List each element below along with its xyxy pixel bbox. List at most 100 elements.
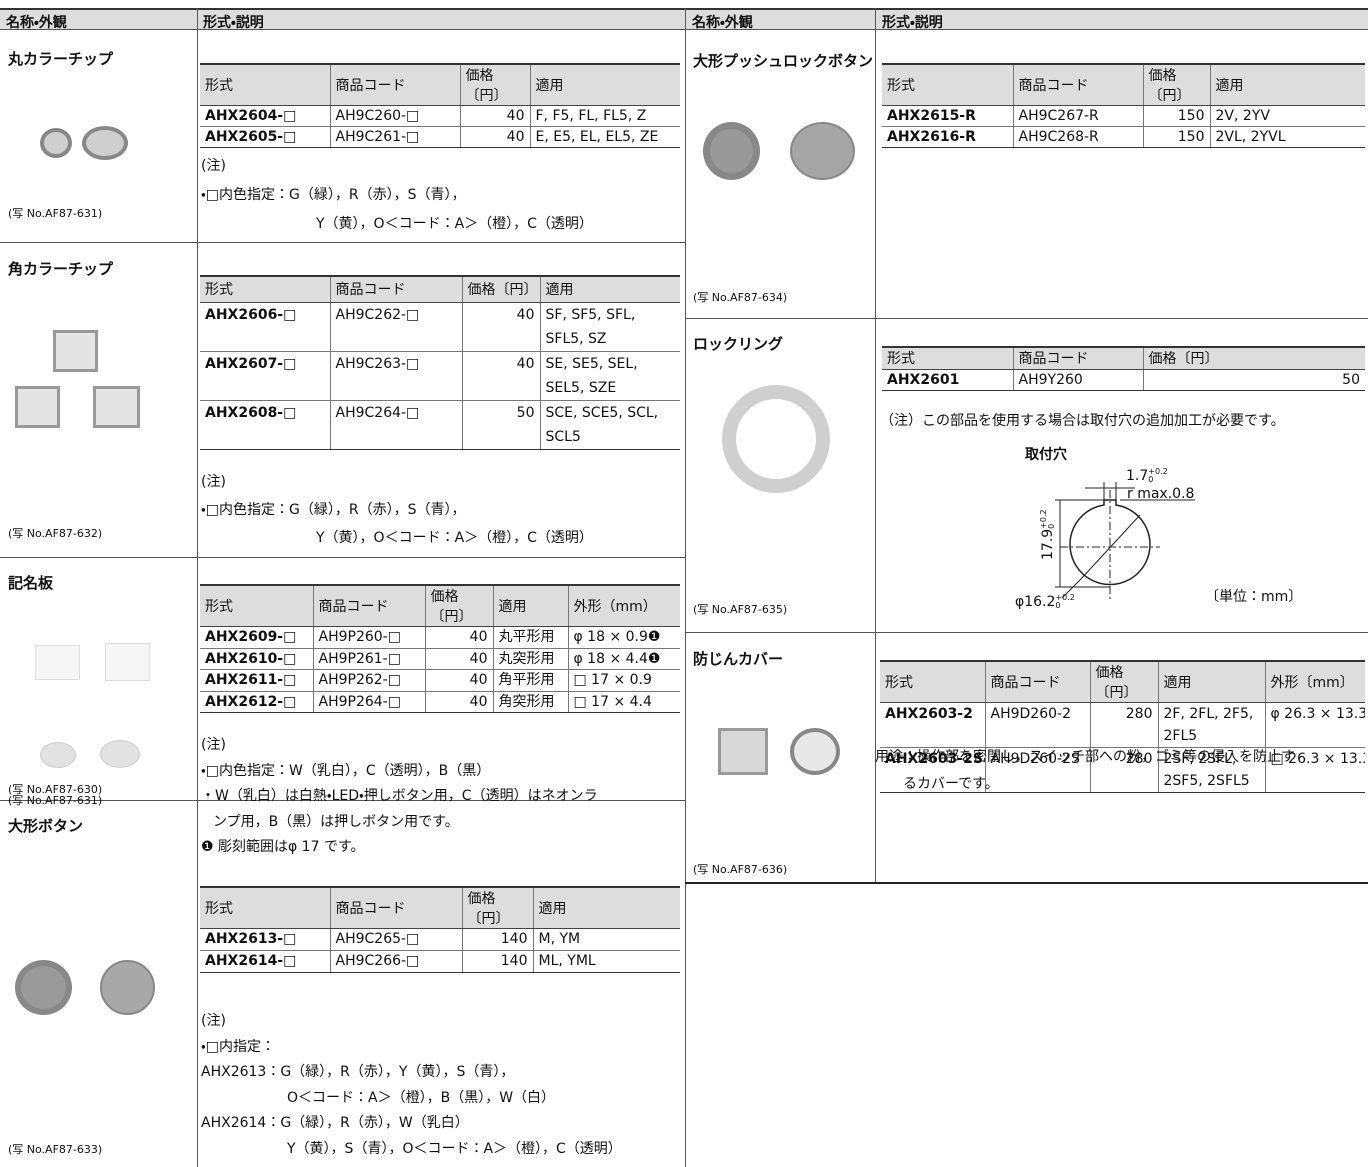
table-cell: AH9C265-□ xyxy=(329,928,462,951)
table-row: AHX2613-□ AH9C265-□ 140 M, YM xyxy=(200,928,680,951)
cell-line: SFL5, SZ xyxy=(545,330,607,347)
header-row: 形式 商品コード 価格〔円〕 xyxy=(882,346,1365,370)
drawing xyxy=(1055,482,1195,600)
table-cell: AHX2604-□ xyxy=(200,105,330,127)
column-header: 形式 xyxy=(200,584,313,627)
column-header: 商品コード xyxy=(329,275,462,303)
table-cell: 丸平形用 xyxy=(492,626,568,649)
table-cell: 40 xyxy=(424,626,493,649)
note-line: ・□内色指定：G（緑），R（赤），S（青）， xyxy=(201,187,466,203)
table-cell: SCE, SCE5, SCL, SCL5 xyxy=(539,400,680,450)
table-row: AHX2605-□ AH9C261-□ 40 E, E5, EL, EL5, ZE xyxy=(200,126,680,148)
table-row: AHX2603-2 AH9D260-2 280 2F, 2FL, 2F5, 2FL5 φ … xyxy=(880,702,1365,748)
photo xyxy=(40,742,76,768)
photo xyxy=(100,740,140,768)
header-row: 形式 商品コード 価格〔円〕 適用 外形〔mm〕 xyxy=(880,660,1365,703)
table-cell: AH9P262-□ xyxy=(312,669,425,692)
table-cell: 角突形用 xyxy=(492,691,568,713)
tolerance-lower: 0 xyxy=(1047,523,1056,529)
divider xyxy=(0,557,685,558)
column-header: 適用 xyxy=(532,886,680,929)
table-header: 名称・外観 形式・説明 名称・外観 形式・説明 xyxy=(0,8,1368,31)
table-cell: AHX2608-□ xyxy=(200,400,330,450)
tolerance-upper: +0.2 xyxy=(1055,593,1075,602)
note-line: るカバーです。 xyxy=(903,776,999,792)
section-name: 記名板 xyxy=(8,574,54,592)
section-name: 大形プッシュロックボタン xyxy=(693,52,874,70)
note-line: AHX2614：G（緑），R（赤），W（乳白） xyxy=(201,1115,469,1131)
table-cell: AHX2609-□ xyxy=(200,626,313,649)
table-cell: 40 xyxy=(424,648,493,670)
table-cell: AHX2603-2S xyxy=(880,747,985,793)
table-cell: 140 xyxy=(461,950,533,973)
spec-table: 形式 商品コード 価格〔円〕 AHX2601 AH9Y260 50 xyxy=(882,346,1365,391)
photo xyxy=(93,386,140,428)
column-header: 形式 xyxy=(200,275,330,303)
table-cell: AH9C267-R xyxy=(1012,105,1143,127)
table-cell: AHX2616-R xyxy=(882,126,1013,148)
note-line: (注) xyxy=(201,158,226,174)
tolerance-lower: 0 xyxy=(1055,601,1061,610)
column-header: 価格〔円〕 xyxy=(461,886,533,929)
table-cell: 40 xyxy=(459,126,530,148)
table-row: AHX2604-□ AH9C260-□ 40 F, F5, FL, FL5, Z xyxy=(200,105,680,127)
column-header: 価格〔円〕 xyxy=(1142,346,1365,370)
tolerance-upper: +0.2 xyxy=(1148,467,1168,476)
table-cell: AH9D260-2S xyxy=(984,747,1090,793)
photo xyxy=(35,645,80,680)
divider xyxy=(685,882,1368,884)
column-header: 商品コード xyxy=(1012,63,1143,106)
column-header: 価格〔円〕 xyxy=(459,63,530,106)
table-cell: E, E5, EL, EL5, ZE xyxy=(529,126,680,148)
table-row: AHX2601 AH9Y260 50 xyxy=(882,369,1365,391)
cell-line: SF, SF5, SFL, xyxy=(545,306,636,323)
tolerance: +0.2 0 xyxy=(1055,594,1074,610)
cell-line: SCL5 xyxy=(545,428,581,445)
note-line: ・W（乳白）は白熱・LED・押しボタン用，C（透明）はネオンラ xyxy=(201,788,598,804)
column-header: 適用 xyxy=(1157,660,1265,703)
divider xyxy=(685,632,1368,633)
photo xyxy=(82,126,128,160)
table-cell: AH9Y260 xyxy=(1012,369,1143,391)
spec-table: 形式 商品コード 価格〔円〕 適用 外形〔mm〕 AHX2603-2 AH9D260-2 28… xyxy=(880,660,1365,793)
table-cell: 丸突形用 xyxy=(492,648,568,670)
photo-caption: (写 No.AF87-636) xyxy=(693,863,788,876)
note-line: Y（黄），O＜コード：A＞（橙），C（透明） xyxy=(316,530,593,546)
dimension: 17.9 +0.2 0 xyxy=(1039,509,1056,560)
column-header: 適用 xyxy=(539,275,680,303)
table-row: AHX2615-R AH9C267-R 150 2V, 2YV xyxy=(882,105,1365,127)
photo-caption: (写 No.AF87-631) xyxy=(8,794,103,807)
note-line: ンプ用，B（黒）は押しボタン用です。 xyxy=(213,813,459,830)
dimension: 1.7 +0.2 0 xyxy=(1126,467,1168,485)
table-cell: 150 xyxy=(1142,126,1210,148)
note-line: ・□内色指定：G（緑），R（赤），S（青）， xyxy=(201,502,466,518)
column-header: 商品コード xyxy=(329,63,460,106)
photo xyxy=(105,643,150,681)
table-cell: AHX2610-□ xyxy=(200,648,313,670)
table-row: AHX2606-□ AH9C262-□ 40 SF, SF5, SFL, SFL5, S… xyxy=(200,302,680,352)
table-cell: 50 xyxy=(1142,369,1365,391)
table-row: AHX2614-□ AH9C266-□ 140 ML, YML xyxy=(200,950,680,973)
table-cell: AH9C260-□ xyxy=(329,105,460,127)
table-cell: AH9C268-R xyxy=(1012,126,1143,148)
cell-line: 2F, 2FL, 2F5, xyxy=(1163,706,1254,722)
column-header: 形式 xyxy=(882,63,1013,106)
table-cell: 40 xyxy=(424,669,493,692)
table-cell: 140 xyxy=(461,928,533,951)
table-cell: SE, SE5, SEL, SEL5, SZE xyxy=(539,351,680,401)
note-line: Y（黄），O＜コード：A＞（橙），C（透明） xyxy=(316,216,593,232)
table-cell: φ 18 × 4.4❶ xyxy=(567,648,680,670)
table-cell: F, F5, FL, FL5, Z xyxy=(529,105,680,127)
table-cell: 2V, 2YV xyxy=(1209,105,1365,127)
photo-caption: (写 No.AF87-632) xyxy=(8,527,103,540)
column-header: 商品コード xyxy=(329,886,462,929)
column-header: 商品コード xyxy=(312,584,425,627)
table-cell: AHX2612-□ xyxy=(200,691,313,713)
table-cell: 角平形用 xyxy=(492,669,568,692)
table-cell: 280 xyxy=(1089,747,1158,793)
photo xyxy=(53,330,98,372)
cell-line: SCE, SCE5, SCL, xyxy=(545,404,659,421)
photo xyxy=(15,960,72,1015)
photo-caption: (写 No.AF87-630) xyxy=(8,783,103,796)
header-row: 形式 商品コード 価格〔円〕 適用 xyxy=(200,886,680,929)
